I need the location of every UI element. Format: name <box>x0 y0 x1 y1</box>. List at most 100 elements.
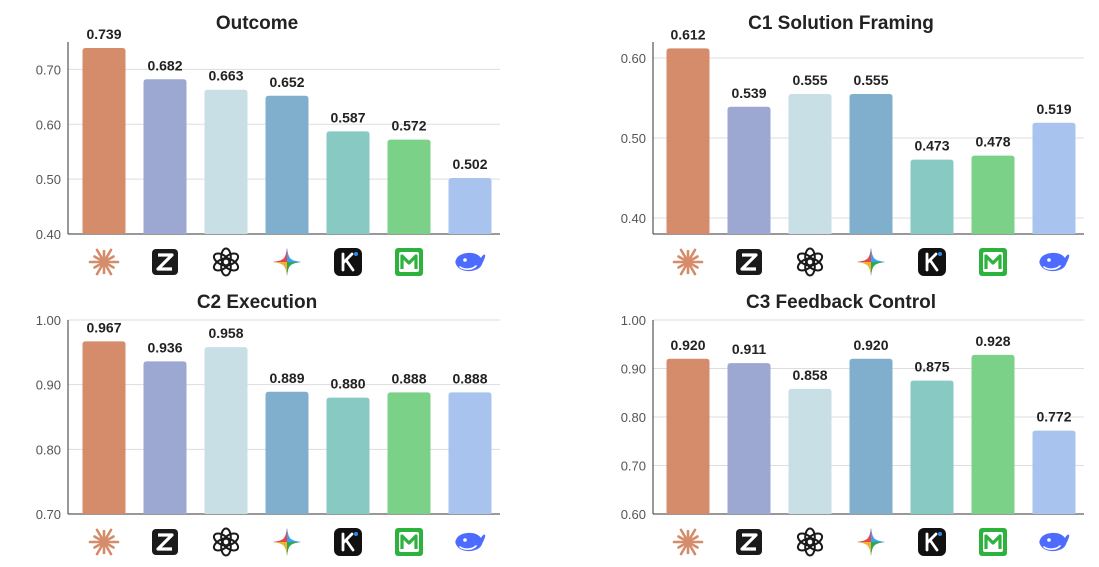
gemini-sparkle-icon <box>273 528 301 556</box>
zhipu-z-icon <box>152 249 178 275</box>
value-label: 0.652 <box>269 74 304 90</box>
chart-title: C1 Solution Framing <box>748 13 934 34</box>
y-tick-label: 0.70 <box>621 459 646 474</box>
bar-openai <box>788 94 832 234</box>
bar-zhipu <box>143 361 187 514</box>
chart-svg: C3 Feedback Control 0.60 0.70 0.80 0.90 1.00 0… <box>621 292 1084 557</box>
bar-kimi <box>910 380 954 514</box>
openai-knot-icon <box>212 247 240 277</box>
value-label: 0.889 <box>269 370 304 386</box>
bar-deepseek <box>1032 430 1076 514</box>
y-tick-label: 0.70 <box>36 62 61 77</box>
y-tick-label: 0.50 <box>36 172 61 187</box>
deepseek-whale-icon <box>1039 532 1070 552</box>
value-label: 0.519 <box>1036 101 1071 117</box>
value-label: 0.920 <box>670 337 705 353</box>
gemini-sparkle-icon <box>857 248 885 276</box>
bar-deepseek <box>448 178 492 234</box>
value-label: 0.502 <box>452 156 487 172</box>
chart-c3-feedback-control: C3 Feedback Control 0.60 0.70 0.80 0.90 1.00 0… <box>550 283 1099 567</box>
claude-starburst-icon <box>88 248 120 276</box>
value-label: 0.587 <box>330 109 365 125</box>
chart-title: Outcome <box>216 13 298 34</box>
minimax-m-icon <box>395 248 423 276</box>
y-tick-label: 0.50 <box>621 131 646 146</box>
kimi-k-icon <box>918 528 946 556</box>
bar-minimax <box>971 155 1015 234</box>
value-label: 0.928 <box>975 333 1010 349</box>
bar-gemini <box>849 358 893 514</box>
bar-claude <box>82 341 126 514</box>
chart-title: C2 Execution <box>197 292 317 313</box>
value-label: 0.936 <box>147 339 182 355</box>
kimi-k-icon <box>334 248 362 276</box>
y-tick-label: 1.00 <box>36 313 61 328</box>
bar-kimi <box>326 397 370 514</box>
chart-c1-solution-framing: C1 Solution Framing 0.40 0.50 0.60 0.612 0.53… <box>550 0 1099 283</box>
value-label: 0.682 <box>147 57 182 73</box>
bar-minimax <box>387 392 431 514</box>
bar-minimax <box>971 354 1015 514</box>
y-tick-label: 0.90 <box>36 378 61 393</box>
minimax-m-icon <box>979 248 1007 276</box>
bar-openai <box>204 89 248 235</box>
deepseek-whale-icon <box>455 252 486 272</box>
claude-starburst-icon <box>88 528 120 556</box>
bar-deepseek <box>1032 122 1076 234</box>
chart-svg: C2 Execution 0.70 0.80 0.90 1.00 0.967 0.936 0.… <box>36 292 500 557</box>
y-tick-label: 0.40 <box>621 211 646 226</box>
bar-zhipu <box>727 363 771 514</box>
chart-outcome: Outcome 0.40 0.50 0.60 0.70 0.739 0.682 0.663 0.… <box>0 0 540 283</box>
openai-knot-icon <box>796 527 824 557</box>
bar-openai <box>204 347 248 514</box>
y-tick-label: 0.80 <box>36 442 61 457</box>
bar-gemini <box>849 94 893 234</box>
value-label: 0.572 <box>391 118 426 134</box>
y-tick-label: 0.40 <box>36 227 61 242</box>
claude-starburst-icon <box>672 528 704 556</box>
bar-zhipu <box>727 106 771 234</box>
zhipu-z-icon <box>736 529 762 555</box>
chart-c2-execution: C2 Execution 0.70 0.80 0.90 1.00 0.967 0.936 0.… <box>0 283 540 567</box>
value-label: 0.958 <box>208 325 243 341</box>
deepseek-whale-icon <box>1039 252 1070 272</box>
bar-openai <box>788 388 832 514</box>
y-tick-label: 0.80 <box>621 410 646 425</box>
zhipu-z-icon <box>152 529 178 555</box>
value-label: 0.612 <box>670 26 705 42</box>
chart-svg: C1 Solution Framing 0.40 0.50 0.60 0.612 0.53… <box>621 13 1084 277</box>
claude-starburst-icon <box>672 248 704 276</box>
kimi-k-icon <box>918 248 946 276</box>
bar-kimi <box>910 159 954 234</box>
value-label: 0.967 <box>86 319 121 335</box>
y-tick-label: 0.60 <box>621 507 646 522</box>
value-label: 0.920 <box>853 337 888 353</box>
minimax-m-icon <box>395 528 423 556</box>
gemini-sparkle-icon <box>857 528 885 556</box>
bar-kimi <box>326 131 370 234</box>
value-label: 0.555 <box>853 72 888 88</box>
bar-deepseek <box>448 392 492 514</box>
bar-claude <box>666 48 710 235</box>
y-tick-label: 0.60 <box>36 117 61 132</box>
value-label: 0.663 <box>208 68 243 84</box>
value-label: 0.539 <box>731 85 766 101</box>
bar-claude <box>82 48 126 234</box>
bar-gemini <box>265 95 309 234</box>
bar-zhipu <box>143 79 187 234</box>
openai-knot-icon <box>212 527 240 557</box>
openai-knot-icon <box>796 247 824 277</box>
deepseek-whale-icon <box>455 532 486 552</box>
zhipu-z-icon <box>736 249 762 275</box>
chart-title: C3 Feedback Control <box>746 292 936 313</box>
value-label: 0.888 <box>391 370 426 386</box>
value-label: 0.911 <box>732 341 766 357</box>
y-tick-label: 0.70 <box>36 507 61 522</box>
value-label: 0.739 <box>86 26 121 42</box>
y-tick-label: 1.00 <box>621 313 646 328</box>
value-label: 0.473 <box>914 138 949 154</box>
value-label: 0.478 <box>975 134 1010 150</box>
value-label: 0.880 <box>330 376 365 392</box>
bar-claude <box>666 358 710 514</box>
value-label: 0.875 <box>914 359 949 375</box>
